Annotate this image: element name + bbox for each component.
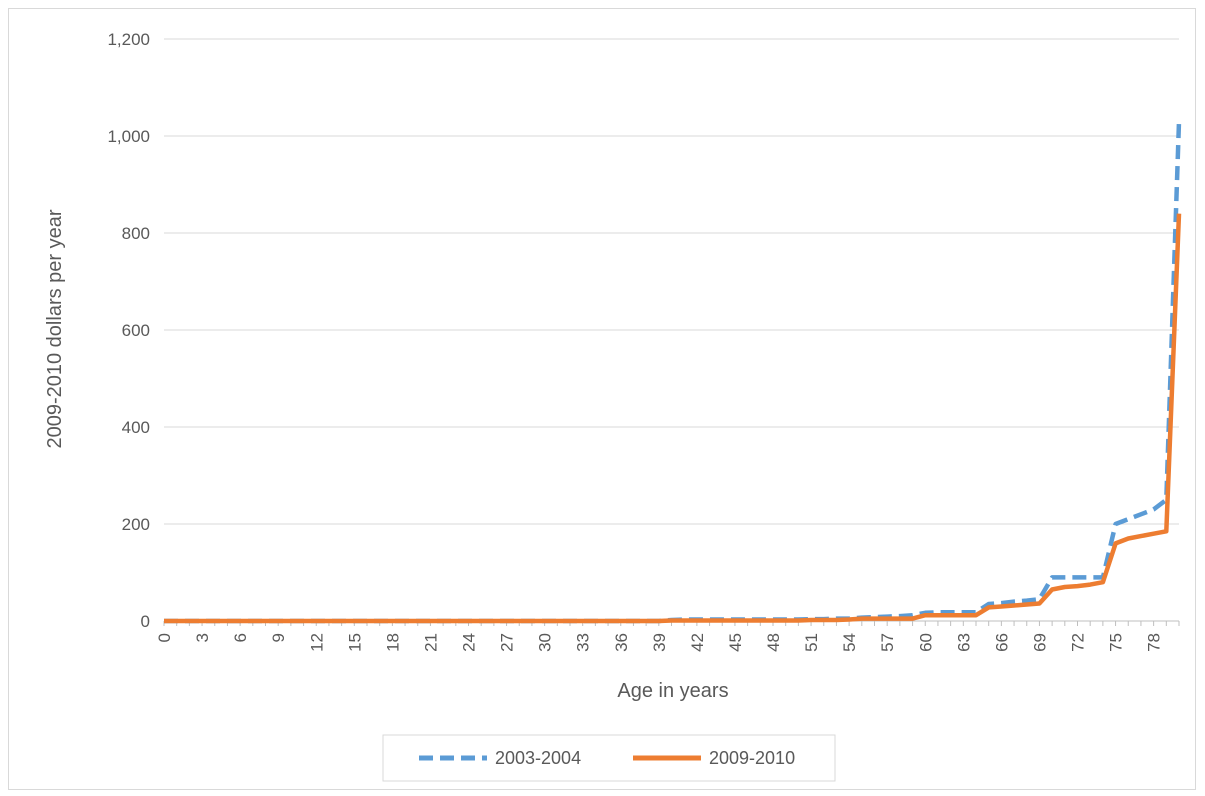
x-tick-label: 54 (840, 633, 859, 652)
x-tick-label: 3 (193, 633, 212, 642)
y-tick-label: 0 (141, 612, 150, 631)
x-tick-label: 69 (1030, 633, 1049, 652)
x-tick-label: 78 (1145, 633, 1164, 652)
gridlines (163, 38, 1180, 626)
legend-label-2003-2004: 2003-2004 (495, 748, 581, 768)
series-lines (164, 121, 1182, 624)
x-tick-label: 75 (1107, 633, 1126, 652)
series-line-2009-2010 (164, 213, 1182, 624)
x-tick-label: 72 (1069, 633, 1088, 652)
chart-area: 0 200 400 600 800 1,000 1,200 0 3 6 9 12 15 18 21 24 27… (8, 8, 1196, 790)
x-tick-label: 42 (688, 633, 707, 652)
x-tick-label: 51 (802, 633, 821, 652)
x-tick-label: 33 (574, 633, 593, 652)
x-tick-label: 66 (992, 633, 1011, 652)
x-tick-label: 27 (498, 633, 517, 652)
x-tick-label: 9 (269, 633, 288, 642)
x-tick-label: 63 (954, 633, 973, 652)
x-tick-label: 24 (460, 633, 479, 652)
x-tick-label: 39 (650, 633, 669, 652)
x-tick-labels: 0 3 6 9 12 15 18 21 24 27 30 33 36 39 42 45 48 51 54 57 60 63… (155, 633, 1164, 652)
legend-frame (382, 734, 836, 782)
x-tick-label: 12 (307, 633, 326, 652)
x-tick-label: 30 (536, 633, 555, 652)
x-axis-title: Age in years (617, 680, 728, 702)
series-line-2003-2004 (164, 121, 1182, 624)
y-tick-label: 600 (122, 321, 150, 340)
x-tick-label: 45 (726, 633, 745, 652)
y-tick-label: 800 (122, 224, 150, 243)
y-tick-label: 1,200 (107, 30, 150, 49)
y-axis-title: 2009-2010 dollars per year (44, 209, 66, 448)
x-tick-label: 48 (764, 633, 783, 652)
y-tick-label: 400 (122, 418, 150, 437)
x-tick-label: 60 (916, 633, 935, 652)
y-tick-labels: 0 200 400 600 800 1,000 1,200 (107, 30, 150, 631)
y-tick-label: 200 (122, 515, 150, 534)
legend: 2003-2004 2009-2010 (382, 734, 836, 782)
x-tick-label: 15 (345, 633, 364, 652)
x-tick-label: 6 (231, 633, 250, 642)
x-tick-label: 36 (612, 633, 631, 652)
x-tick-label: 57 (878, 633, 897, 652)
x-tick-label: 21 (421, 633, 440, 652)
y-tick-label: 1,000 (107, 127, 150, 146)
legend-label-2009-2010: 2009-2010 (709, 748, 795, 768)
x-tick-label: 0 (155, 633, 174, 642)
x-tick-label: 18 (383, 633, 402, 652)
